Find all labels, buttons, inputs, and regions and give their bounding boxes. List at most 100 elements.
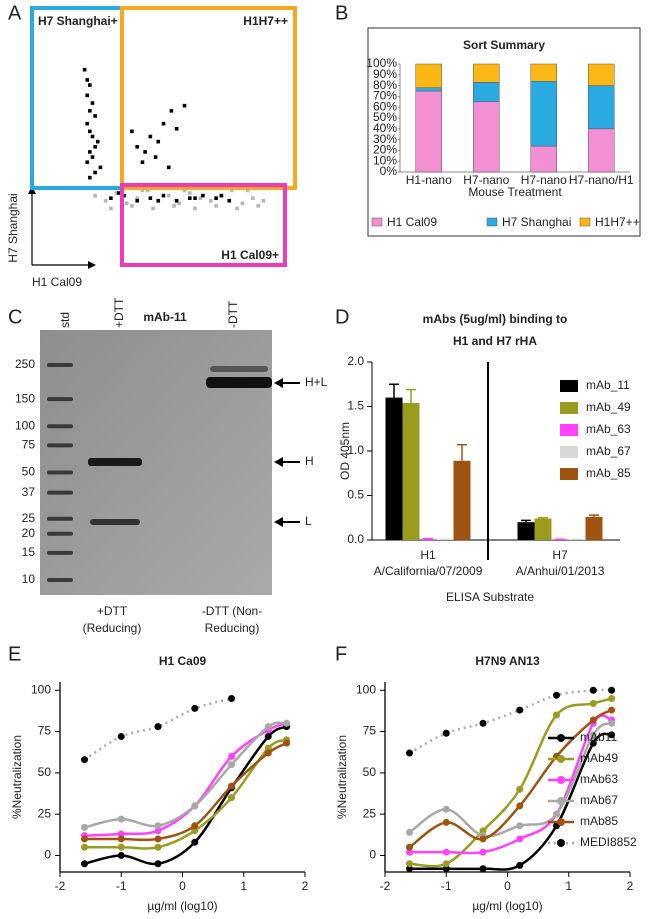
condition-label: (Reducing) <box>83 621 142 635</box>
legend-label: mAb_63 <box>586 422 631 436</box>
gate-label: H1 Cal09+ <box>221 248 279 262</box>
legend-marker <box>557 839 565 847</box>
y-tick-label: 80% <box>373 78 397 92</box>
point <box>88 175 92 180</box>
point <box>88 83 92 87</box>
gel-band <box>90 519 140 525</box>
point <box>140 160 145 164</box>
point <box>156 139 161 144</box>
point <box>608 706 616 714</box>
legend-label: mAb_11 <box>586 378 630 392</box>
legend-label: mAb_49 <box>586 400 631 414</box>
y-tick-label: 75 <box>38 724 52 738</box>
legend-label: H1 Cal09 <box>387 215 437 229</box>
point <box>161 193 166 198</box>
lane-label: std <box>58 312 72 328</box>
x-tick-label: -2 <box>55 879 66 893</box>
bar-segment <box>588 63 615 86</box>
point <box>608 695 616 703</box>
y-tick-label: 0 <box>44 848 51 862</box>
point <box>98 165 103 170</box>
x-tick-label: 2 <box>302 879 309 893</box>
x-tick-label: H7-nano <box>521 173 567 187</box>
y-tick-label: 0% <box>380 164 398 178</box>
point <box>193 206 197 211</box>
curve <box>84 725 288 866</box>
y-tick-label: 1.5 <box>347 399 364 413</box>
y-tick-label: 100% <box>366 56 397 70</box>
bar <box>453 460 471 540</box>
point <box>93 144 97 149</box>
legend-label: mAb11 <box>580 730 617 744</box>
point <box>406 848 413 856</box>
point <box>214 196 218 200</box>
chart-title: H1 Ca09 <box>159 654 207 668</box>
ladder-band <box>47 578 73 583</box>
legend-label: H7 Shanghai <box>502 215 571 229</box>
point <box>589 686 597 694</box>
point <box>191 827 199 835</box>
band-label: H <box>305 454 314 468</box>
point <box>608 731 616 739</box>
legend-swatch <box>560 424 578 436</box>
condition-label: -DTT (Non- <box>202 604 262 618</box>
x-axis-label: Mouse Treatment <box>468 185 562 199</box>
ladder-label: 10 <box>22 572 36 586</box>
y-tick-label: 50 <box>38 765 52 779</box>
point <box>214 204 218 208</box>
bar <box>517 522 535 540</box>
band-label: H+L <box>305 375 328 389</box>
point <box>589 739 597 747</box>
y-axis-label: H7 Shanghai <box>6 193 20 262</box>
point <box>172 204 176 208</box>
point <box>154 835 162 843</box>
bar-segment <box>473 82 500 103</box>
gel <box>40 330 272 595</box>
point <box>188 191 192 195</box>
ladder-band <box>47 470 73 475</box>
error-bar <box>389 383 399 398</box>
legend-label: H1H7++ <box>595 215 640 229</box>
ladder-band <box>47 363 73 367</box>
y-tick-label: 40% <box>373 121 397 135</box>
panel-letter: A <box>8 2 22 24</box>
point <box>88 150 92 154</box>
x-tick-label: H1-nano <box>406 173 452 187</box>
point <box>264 733 272 741</box>
legend-label: mAb_85 <box>586 466 631 480</box>
chart-title: mAb-11 <box>143 310 187 324</box>
point <box>117 835 125 843</box>
point <box>117 815 125 823</box>
y-tick-label: 0.5 <box>347 488 364 502</box>
y-tick-label: 2.0 <box>347 354 364 368</box>
point <box>406 865 413 873</box>
point <box>191 802 199 810</box>
x-tick-label: H7 <box>552 548 568 562</box>
bar-segment <box>473 63 500 83</box>
legend-marker <box>557 734 565 742</box>
point <box>85 160 90 164</box>
point <box>553 711 560 719</box>
point <box>589 699 597 707</box>
point <box>479 835 487 843</box>
x-tick-sublabel: A/California/07/2009 <box>374 564 483 578</box>
point <box>122 193 126 198</box>
legend-label: MEDI8852 <box>580 835 637 849</box>
bar <box>385 397 403 540</box>
chart-title: H1 and H7 rHA <box>453 334 537 348</box>
condition-label: +DTT <box>97 604 128 618</box>
point <box>109 196 113 200</box>
legend-swatch <box>486 217 498 227</box>
point <box>235 206 239 211</box>
ladder-band <box>47 550 73 555</box>
point <box>516 802 524 810</box>
ladder-label: 100 <box>15 418 35 432</box>
ladder-band <box>47 490 73 495</box>
point <box>90 155 95 159</box>
point <box>227 198 232 203</box>
x-tick-label: 0 <box>504 879 511 893</box>
point <box>406 749 413 757</box>
ladder-label: 20 <box>22 526 36 540</box>
point <box>88 109 92 113</box>
point <box>608 686 616 694</box>
